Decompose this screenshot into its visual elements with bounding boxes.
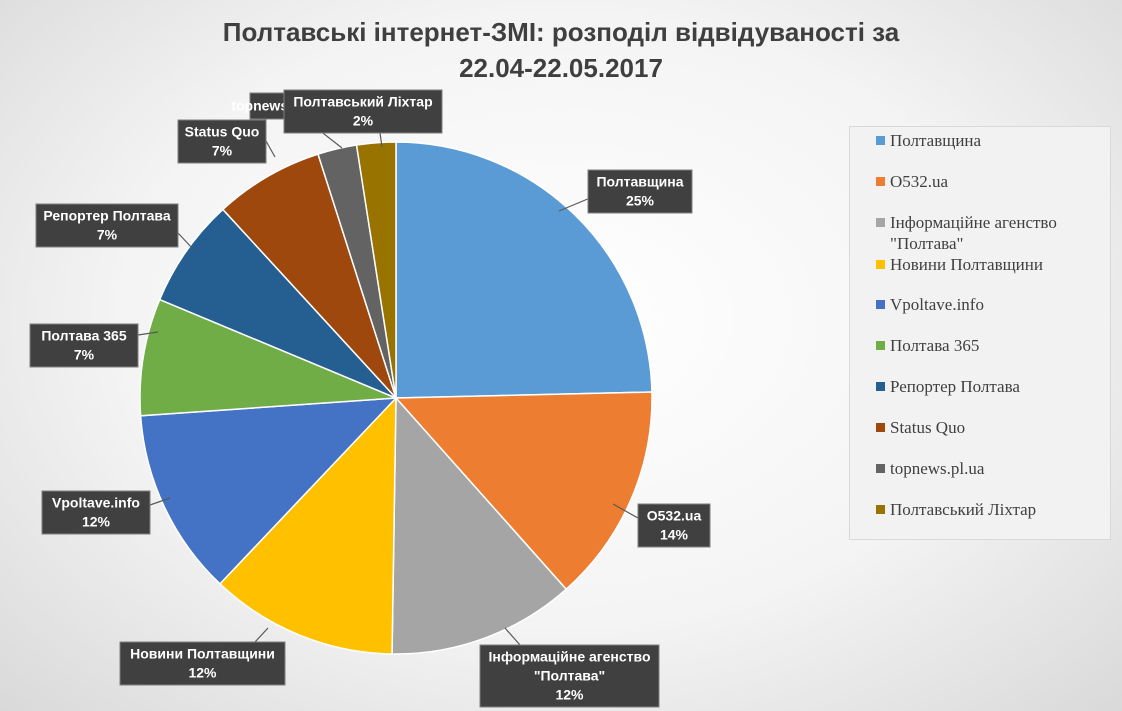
leader-line-4 [254,627,269,643]
data-label-10: Полтавський Ліхтар 2% [283,89,443,134]
data-label-percent: 7% [97,227,118,243]
legend-label: Полтавщина [890,131,982,150]
leader-line-10 [379,132,383,148]
leader-line-6 [137,331,159,336]
legend-item: Полтавщина [850,130,1110,171]
data-label-box [283,89,443,134]
data-label-percent: 25% [626,193,655,209]
data-label-percent: 12% [188,665,217,681]
leader-line-5 [149,497,171,506]
legend-item: Vpoltave.info [850,294,1110,335]
data-label-5: Vpoltave.info 12% [41,490,151,535]
legend-swatch [876,260,885,269]
data-label-box [479,644,660,708]
chart-title-line-1: Полтавські інтернет-ЗМІ: розподіл відвід… [222,17,900,47]
data-label-name: Інформаційне агенство [489,649,651,665]
data-label-3: Інформаційне агенство "Полтава" 12% [479,644,660,708]
legend-label: Репортер Полтава [890,377,1020,396]
pie-slice-5 [139,397,398,585]
data-label-8: Status Quo 7% [177,119,267,164]
legend-label: Інформаційне агенство "Полтава" [890,213,1057,253]
data-label-1: Полтавщина 25% [587,169,693,214]
legend-label: Status Quo [890,418,966,437]
pie-slices [139,141,653,655]
legend-item: Полтава 365 [850,335,1110,376]
leader-line-7 [177,232,194,250]
legend-item: Репортер Полтава [850,376,1110,417]
pie-slice-6 [139,298,397,417]
legend-item: О532.ua [850,171,1110,212]
data-label-percent: 7% [212,143,233,159]
data-label-name: Полтава 365 [41,328,126,344]
legend-label: topnews.pl.ua [890,459,985,478]
data-label-name: Полтавський Ліхтар [293,94,432,110]
data-label-6: Полтава 365 7% [29,323,139,368]
legend-swatch [876,136,885,145]
legend-swatch [876,505,885,514]
data-label-percent: 14% [660,527,689,543]
data-label-name: Vpoltave.info [52,495,140,511]
data-label-percent: 2% [353,113,374,129]
legend-item: Status Quo [850,417,1110,458]
legend-label: Полтавський Ліхтар [890,500,1037,519]
data-label-name: О532.ua [647,508,702,524]
pie-slice-4 [218,396,397,655]
data-label-percent: 12% [555,687,584,703]
pie-slice-10 [355,141,397,399]
data-label-percent: 12% [82,514,111,530]
legend-swatch [876,177,885,186]
chart-title-line-2: 22.04-22.05.2017 [459,53,663,83]
chart-title: Полтавські інтернет-ЗМІ: розподіл відвід… [0,14,1122,86]
data-label-box [587,169,693,214]
legend-item: topnews.pl.ua [850,458,1110,499]
legend-label: Vpoltave.info [890,295,984,314]
data-labels: Полтавщина 25% О532.ua 14% Інформаційне аген… [29,89,711,708]
chart-legend: Полтавщина О532.ua Інформаційне агенство "… [849,126,1111,540]
legend-swatch [876,218,885,227]
pie-slice-8 [221,153,397,399]
data-label-name: Полтавщина [596,174,683,190]
data-label-box [177,119,267,164]
data-label-percent: 7% [74,347,95,363]
legend-swatch [876,423,885,432]
data-label-4: Новини Полтавщини 12% [119,641,286,686]
data-label-name: "Полтава" [534,668,605,684]
data-label-box [41,490,151,535]
leader-line-8 [265,140,276,158]
pie-slice-3 [391,396,568,655]
legend-swatch [876,464,885,473]
data-label-box [119,641,286,686]
legend-swatch [876,382,885,391]
legend-swatch [876,341,885,350]
legend-item: Інформаційне агенство "Полтава" [850,212,1110,254]
data-label-7: Репортер Полтава 7% [35,203,179,248]
pie-slice-2 [394,391,653,591]
data-label-box [637,503,711,548]
legend-label: О532.ua [890,172,949,191]
pie-slice-1 [395,141,653,399]
leader-line-2 [612,503,639,519]
legend-swatch [876,300,885,309]
legend-label: Полтава 365 [890,336,980,355]
leader-line-3 [504,627,521,646]
legend-item: Полтавський Ліхтар [850,499,1110,540]
legend-item: Новини Полтавщини [850,254,1110,294]
leader-line-1 [558,197,591,212]
legend-label: Новини Полтавщини [890,255,1043,274]
pie-slice-7 [158,208,397,399]
data-label-name: Status Quo [185,124,260,140]
data-label-name: Репортер Полтава [43,208,170,224]
data-label-name: Новини Полтавщини [130,646,275,662]
data-label-box [29,323,139,368]
data-label-2: О532.ua 14% [637,503,711,548]
data-label-box [35,203,179,248]
